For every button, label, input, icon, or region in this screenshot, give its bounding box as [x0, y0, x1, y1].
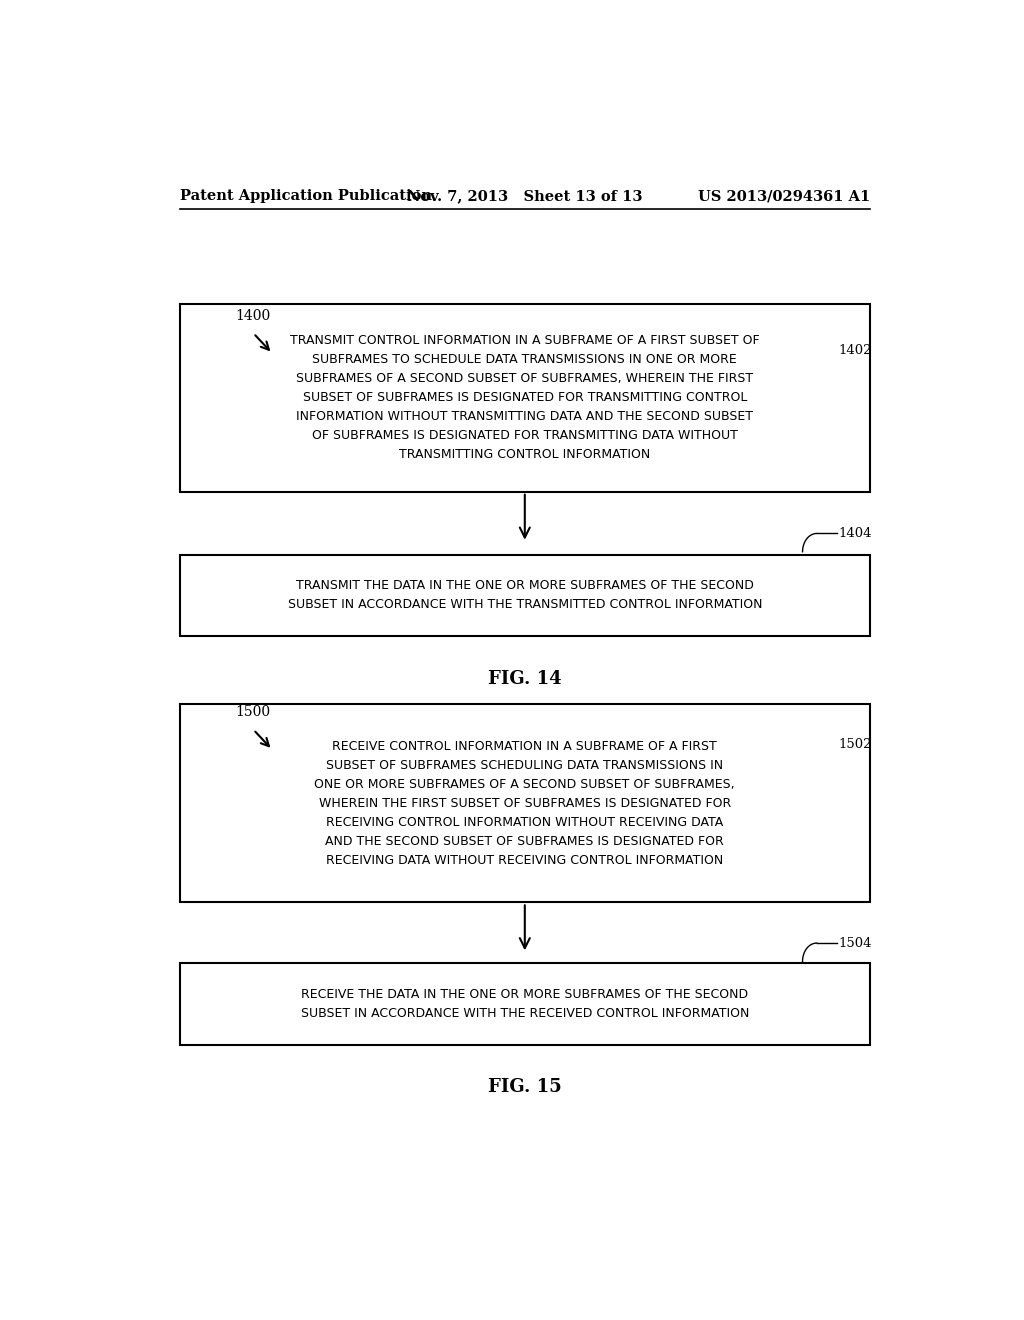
Text: Nov. 7, 2013   Sheet 13 of 13: Nov. 7, 2013 Sheet 13 of 13 [408, 189, 642, 203]
Text: 1400: 1400 [236, 309, 270, 323]
Text: TRANSMIT CONTROL INFORMATION IN A SUBFRAME OF A FIRST SUBSET OF
SUBFRAMES TO SCH: TRANSMIT CONTROL INFORMATION IN A SUBFRA… [290, 334, 760, 461]
Bar [179, 964, 870, 1044]
Text: RECEIVE THE DATA IN THE ONE OR MORE SUBFRAMES OF THE SECOND
SUBSET IN ACCORDANCE: RECEIVE THE DATA IN THE ONE OR MORE SUBF… [301, 989, 749, 1020]
Text: 1504: 1504 [839, 937, 871, 949]
Bar [179, 554, 870, 636]
Bar [179, 304, 870, 492]
Text: TRANSMIT THE DATA IN THE ONE OR MORE SUBFRAMES OF THE SECOND
SUBSET IN ACCORDANC: TRANSMIT THE DATA IN THE ONE OR MORE SUB… [288, 579, 762, 611]
Text: Patent Application Publication: Patent Application Publication [179, 189, 431, 203]
Text: RECEIVE CONTROL INFORMATION IN A SUBFRAME OF A FIRST
SUBSET OF SUBFRAMES SCHEDUL: RECEIVE CONTROL INFORMATION IN A SUBFRAM… [314, 739, 735, 867]
Text: 1402: 1402 [839, 345, 871, 356]
Bar [179, 704, 870, 903]
Text: US 2013/0294361 A1: US 2013/0294361 A1 [697, 189, 870, 203]
Text: FIG. 15: FIG. 15 [487, 1078, 562, 1097]
Text: 1502: 1502 [839, 738, 871, 751]
Text: 1404: 1404 [839, 527, 871, 540]
Text: FIG. 14: FIG. 14 [488, 669, 561, 688]
Text: 1500: 1500 [236, 705, 270, 719]
